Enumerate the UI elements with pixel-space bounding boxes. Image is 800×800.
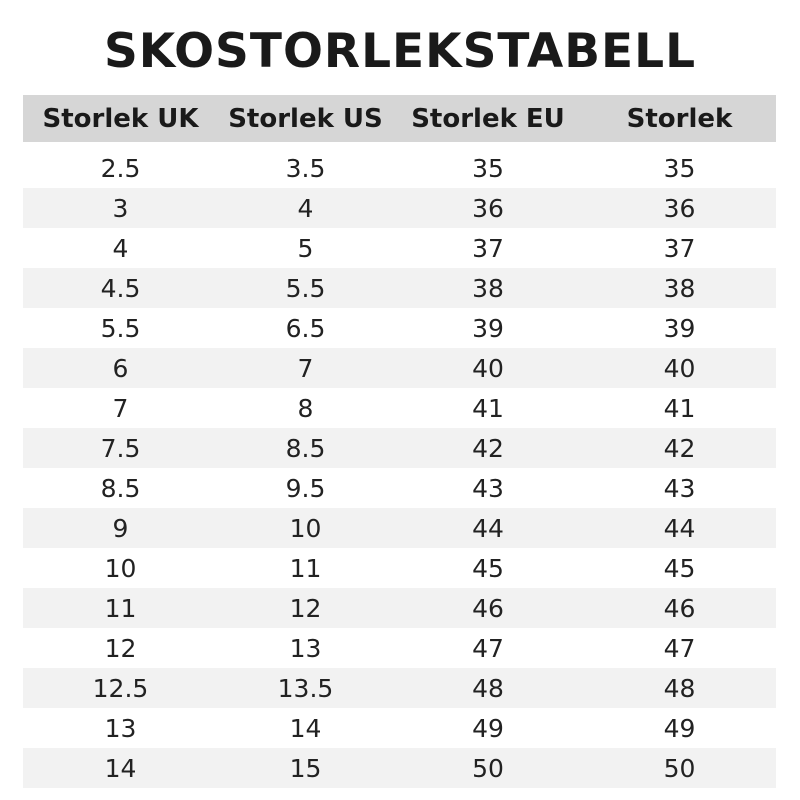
table-body: 2.5 3.5 35 35 3 4 36 36 4 5 37 37 4.5 5.5 38 38 5.5 6.5 39…: [23, 148, 776, 788]
table-cell: 44: [472, 513, 504, 543]
table-cell: 14: [289, 713, 322, 743]
table-cell: 10: [289, 513, 322, 543]
table-cell: 8.5: [285, 433, 326, 463]
table-cell: 49: [472, 713, 504, 743]
table-cell: 37: [663, 233, 696, 263]
table-cell: 11: [289, 553, 322, 583]
table-cell: 39: [663, 313, 696, 343]
table-cell: 11: [104, 593, 137, 623]
table-cell: 6: [112, 353, 129, 383]
table-row: 4.5 5.5 38 38: [23, 268, 776, 308]
table-row: 2.5 3.5 35 35: [23, 148, 776, 188]
table-cell: 46: [472, 593, 504, 623]
table-cell: 12: [104, 633, 137, 663]
table-cell: 50: [472, 753, 504, 783]
table-cell: 43: [663, 473, 696, 503]
table-cell: 44: [663, 513, 696, 543]
table-cell: 47: [663, 633, 696, 663]
column-header: Storlek: [626, 103, 733, 134]
table-cell: 38: [663, 273, 696, 303]
table-cell: 39: [472, 313, 504, 343]
table-cell: 6.5: [285, 313, 326, 343]
table-cell: 13.5: [277, 673, 334, 703]
table-row: 8.5 9.5 43 43: [23, 468, 776, 508]
table-row: 12.5 13.5 48 48: [23, 668, 776, 708]
table-row: 6 7 40 40: [23, 348, 776, 388]
table-row: 12 13 47 47: [23, 628, 776, 668]
table-cell: 48: [663, 673, 696, 703]
table-cell: 40: [472, 353, 504, 383]
table-cell: 45: [663, 553, 696, 583]
table-cell: 47: [472, 633, 504, 663]
table-cell: 3.5: [285, 153, 326, 183]
table-cell: 4.5: [100, 273, 141, 303]
table-row: 11 12 46 46: [23, 588, 776, 628]
table-cell: 13: [289, 633, 322, 663]
table-cell: 15: [289, 753, 322, 783]
table-cell: 7: [112, 393, 129, 423]
table-cell: 36: [663, 193, 696, 223]
column-header: Storlek UK: [42, 103, 199, 134]
table-cell: 7: [297, 353, 314, 383]
table-cell: 35: [663, 153, 696, 183]
table-cell: 41: [472, 393, 504, 423]
table-cell: 9.5: [285, 473, 326, 503]
table-cell: 46: [663, 593, 696, 623]
table-cell: 14: [104, 753, 137, 783]
table-cell: 37: [472, 233, 504, 263]
table-row: 10 11 45 45: [23, 548, 776, 588]
table-cell: 42: [663, 433, 696, 463]
column-header: Storlek US: [228, 103, 383, 134]
table-cell: 4: [297, 193, 314, 223]
table-cell: 3: [112, 193, 129, 223]
table-row: 7 8 41 41: [23, 388, 776, 428]
table-cell: 5.5: [285, 273, 326, 303]
table-row: 3 4 36 36: [23, 188, 776, 228]
table-header: Storlek UK Storlek US Storlek EU Storlek: [23, 95, 776, 142]
table-cell: 10: [104, 553, 137, 583]
page-title: SKOSTORLEKSTABELL: [103, 24, 697, 79]
table-cell: 38: [472, 273, 504, 303]
table-cell: 5: [297, 233, 314, 263]
table-cell: 8.5: [100, 473, 141, 503]
table-cell: 50: [663, 753, 696, 783]
table-cell: 45: [472, 553, 504, 583]
table-row: 7.5 8.5 42 42: [23, 428, 776, 468]
table-cell: 12.5: [92, 673, 149, 703]
table-cell: 40: [663, 353, 696, 383]
table-cell: 41: [663, 393, 696, 423]
table-cell: 2.5: [100, 153, 141, 183]
table-row: 5.5 6.5 39 39: [23, 308, 776, 348]
size-table: Storlek UK Storlek US Storlek EU Storlek…: [23, 95, 776, 788]
table-cell: 9: [112, 513, 129, 543]
table-cell: 35: [472, 153, 504, 183]
table-cell: 7.5: [100, 433, 141, 463]
table-cell: 5.5: [100, 313, 141, 343]
table-cell: 13: [104, 713, 137, 743]
table-row: 14 15 50 50: [23, 748, 776, 788]
table-cell: 4: [112, 233, 129, 263]
table-row: 13 14 49 49: [23, 708, 776, 748]
table-cell: 8: [297, 393, 314, 423]
table-row: 4 5 37 37: [23, 228, 776, 268]
table-cell: 12: [289, 593, 322, 623]
column-header: Storlek EU: [411, 103, 565, 134]
table-cell: 42: [472, 433, 504, 463]
table-cell: 49: [663, 713, 696, 743]
table-cell: 43: [472, 473, 504, 503]
table-cell: 36: [472, 193, 504, 223]
table-row: 9 10 44 44: [23, 508, 776, 548]
table-cell: 48: [472, 673, 504, 703]
